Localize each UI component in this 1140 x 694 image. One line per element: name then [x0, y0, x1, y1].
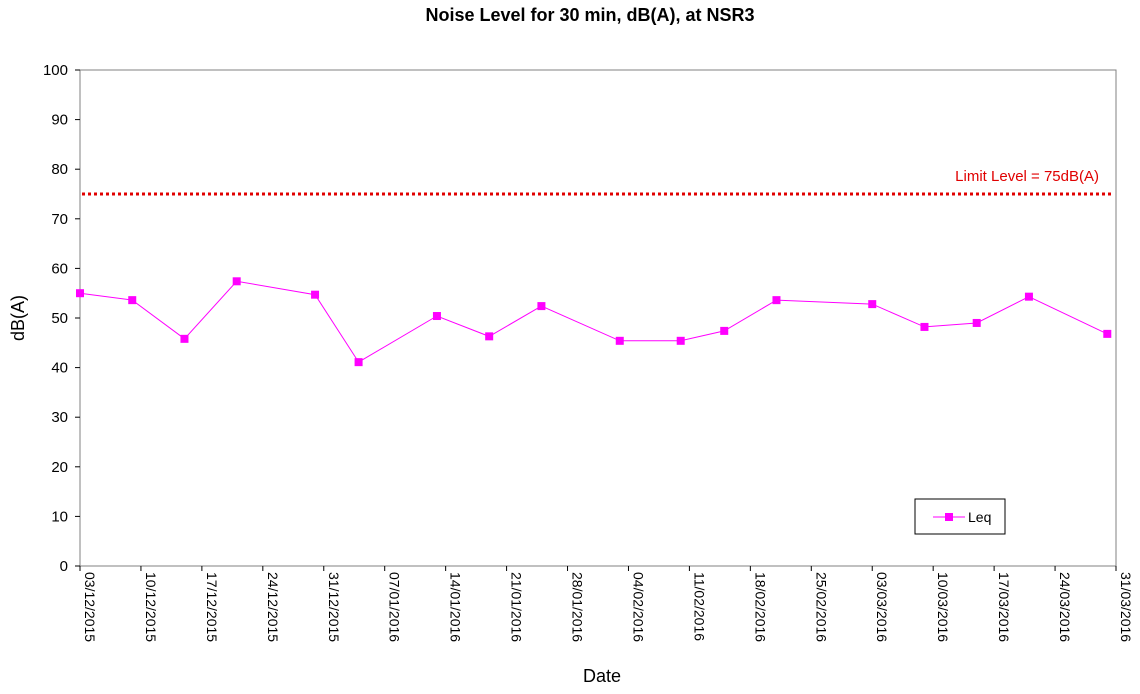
data-point: [432, 312, 441, 321]
y-axis-label: dB(A): [8, 295, 28, 341]
x-tick-label: 10/12/2015: [143, 572, 159, 642]
y-tick-label: 100: [43, 62, 68, 79]
data-point: [1024, 292, 1033, 301]
x-tick-label: 03/03/2016: [874, 572, 890, 642]
legend: Leq: [914, 498, 1006, 535]
data-point: [128, 296, 137, 305]
x-tick-label: 03/12/2015: [82, 572, 98, 642]
y-tick-label: 20: [51, 459, 68, 476]
x-axis: 03/12/2015 10/12/2015 17/12/2015 24/12/2015…: [79, 566, 1134, 642]
x-tick-label: 07/01/2016: [387, 572, 403, 642]
x-tick-label: 31/12/2015: [326, 572, 342, 642]
x-tick-label: 14/01/2016: [448, 572, 464, 642]
data-point: [354, 358, 363, 367]
y-axis: 0 10 20 30 40 50 60 70 80 90 100: [43, 62, 80, 575]
data-point: [676, 336, 685, 345]
legend-marker: [945, 513, 953, 521]
data-point: [311, 290, 320, 299]
x-tick-label: 10/03/2016: [935, 572, 951, 642]
x-tick-label: 31/03/2016: [1118, 572, 1134, 642]
data-point: [537, 302, 546, 311]
legend-label: Leq: [968, 509, 991, 525]
data-point: [615, 336, 624, 345]
x-tick-label: 21/01/2016: [509, 572, 525, 642]
data-point: [232, 277, 241, 286]
chart-title: Noise Level for 30 min, dB(A), at NSR3: [425, 5, 754, 25]
y-tick-label: 60: [51, 260, 68, 277]
x-tick-label: 24/03/2016: [1057, 572, 1073, 642]
x-tick-label: 24/12/2015: [265, 572, 281, 642]
data-point: [972, 318, 981, 327]
series-group: [76, 277, 1112, 367]
y-tick-label: 40: [51, 360, 68, 377]
limit-line-group: Limit Level = 75dB(A): [82, 168, 1114, 196]
x-tick-label: 04/02/2016: [630, 572, 646, 642]
y-tick-label: 90: [51, 112, 68, 129]
y-tick-label: 0: [60, 558, 68, 575]
x-tick-label: 25/02/2016: [813, 572, 829, 642]
data-point: [772, 296, 781, 305]
y-tick-label: 30: [51, 409, 68, 426]
x-axis-label: Date: [583, 666, 621, 686]
y-tick-label: 50: [51, 310, 68, 327]
data-point: [868, 300, 877, 309]
plot-area: [79, 69, 1117, 567]
x-tick-label: 18/02/2016: [752, 572, 768, 642]
data-point: [920, 322, 929, 331]
series-line: [79, 280, 1108, 363]
data-point: [1103, 329, 1112, 338]
data-point: [720, 326, 729, 335]
data-point: [76, 289, 84, 298]
x-tick-label: 28/01/2016: [570, 572, 586, 642]
x-tick-label: 11/02/2016: [691, 572, 707, 641]
x-tick-label: 17/12/2015: [204, 572, 220, 642]
data-point: [485, 332, 494, 341]
limit-label: Limit Level = 75dB(A): [955, 168, 1099, 185]
y-tick-label: 80: [51, 161, 68, 178]
data-point: [180, 334, 189, 343]
y-tick-label: 70: [51, 211, 68, 228]
y-tick-label: 10: [51, 508, 68, 525]
x-tick-label: 17/03/2016: [996, 572, 1012, 642]
